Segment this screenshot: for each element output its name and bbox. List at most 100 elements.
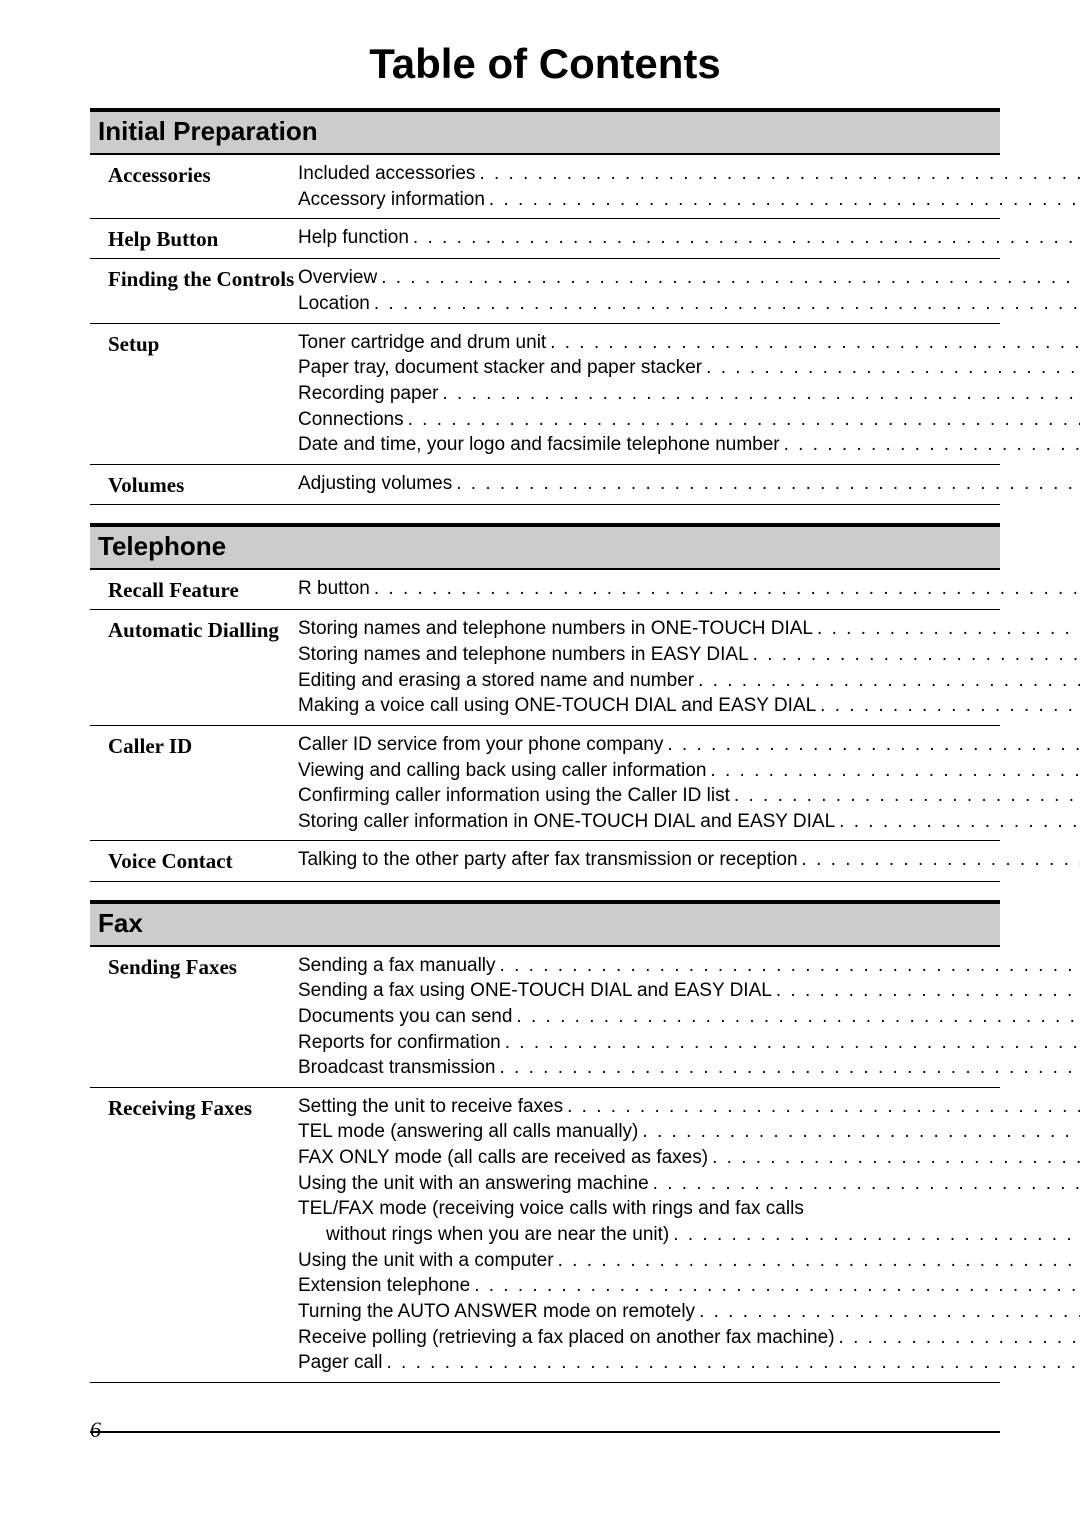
group-label: Setup (90, 330, 298, 458)
toc-entry: Editing and erasing a stored name and nu… (298, 668, 1080, 694)
entry-dots: . . . . . . . . . . . . . . . . . . . . … (512, 1004, 1080, 1030)
section-header: Initial Preparation (90, 112, 1000, 155)
toc-group: Recall FeatureR button. . . . . . . . . … (90, 570, 1000, 610)
entry-label: Broadcast transmission (298, 1055, 495, 1081)
entries-list: Included accessories. . . . . . . . . . … (298, 161, 1080, 212)
entry-dots: . . . . . . . . . . . . . . . . . . . . … (377, 265, 1080, 291)
entry-label: Viewing and calling back using caller in… (298, 758, 706, 784)
group-label: Finding the Controls (90, 265, 298, 316)
entry-label: Setting the unit to receive faxes (298, 1094, 563, 1120)
entry-label: FAX ONLY mode (all calls are received as… (298, 1145, 708, 1171)
toc-entry: Date and time, your logo and facsimile t… (298, 432, 1080, 458)
entry-label: Location (298, 291, 370, 317)
entry-dots: . . . . . . . . . . . . . . . . . . . . … (649, 1171, 1080, 1197)
toc-entry: Location. . . . . . . . . . . . . . . . … (298, 291, 1080, 317)
toc-entry: Sending a fax manually. . . . . . . . . … (298, 953, 1080, 979)
toc-entry: Caller ID service from your phone compan… (298, 732, 1080, 758)
entry-label: Pager call (298, 1350, 383, 1376)
entries-list: Overview. . . . . . . . . . . . . . . . … (298, 265, 1080, 316)
toc-group: Voice ContactTalking to the other party … (90, 841, 1000, 881)
entries-list: Storing names and telephone numbers in O… (298, 616, 1080, 719)
toc-entry: Overview. . . . . . . . . . . . . . . . … (298, 265, 1080, 291)
entries-list: Talking to the other party after fax tra… (298, 847, 1080, 874)
entry-label: Confirming caller information using the … (298, 783, 730, 809)
entry-dots: . . . . . . . . . . . . . . . . . . . . … (501, 1030, 1080, 1056)
page-number: 6 (90, 1417, 101, 1443)
entry-dots: . . . . . . . . . . . . . . . . . . . . … (470, 1273, 1080, 1299)
group-label: Volumes (90, 471, 298, 498)
toc-entry: Reports for confirmation. . . . . . . . … (298, 1030, 1080, 1056)
toc-entry: Sending a fax using ONE-TOUCH DIAL and E… (298, 978, 1080, 1004)
entry-dots: . . . . . . . . . . . . . . . . . . . . … (370, 576, 1080, 602)
toc-entry: Help function. . . . . . . . . . . . . .… (298, 225, 1080, 251)
entry-dots: . . . . . . . . . . . . . . . . . . . . … (669, 1222, 1080, 1248)
toc-entry: Storing names and telephone numbers in E… (298, 642, 1080, 668)
entry-label: Making a voice call using ONE-TOUCH DIAL… (298, 693, 816, 719)
group-label: Accessories (90, 161, 298, 212)
entry-label: TEL/FAX mode (receiving voice calls with… (298, 1196, 804, 1222)
entry-label: Accessory information (298, 187, 485, 213)
entry-label: R button (298, 576, 370, 602)
entries-list: Setting the unit to receive faxes . . . .… (298, 1094, 1080, 1376)
toc-entry: Making a voice call using ONE-TOUCH DIAL… (298, 693, 1080, 719)
entries-list: Toner cartridge and drum unit. . . . . .… (298, 330, 1080, 458)
entry-dots: . . . . . . . . . . . . . . . . . . . . … (772, 978, 1080, 1004)
toc-entry: FAX ONLY mode (all calls are received as… (298, 1145, 1080, 1171)
section-header: Telephone (90, 527, 1000, 570)
toc-group: Caller IDCaller ID service from your pho… (90, 726, 1000, 842)
group-label: Help Button (90, 225, 298, 252)
entry-label: Help function (298, 225, 409, 251)
entry-dots: . . . . . . . . . . . . . . . . . . . . … (813, 616, 1080, 642)
toc-group: VolumesAdjusting volumes. . . . . . . . … (90, 465, 1000, 505)
toc-group: Sending FaxesSending a fax manually. . .… (90, 947, 1000, 1088)
toc-entry: Connections. . . . . . . . . . . . . . .… (298, 407, 1080, 433)
entry-dots: . . . . . . . . . . . . . . . . . . . . … (695, 1299, 1080, 1325)
toc-entry: Pager call. . . . . . . . . . . . . . . … (298, 1350, 1080, 1376)
entry-label: Connections (298, 407, 404, 433)
entry-label: TEL mode (answering all calls manually) (298, 1119, 638, 1145)
entry-dots: . . . . . . . . . . . . . . . . . . . . … (370, 291, 1080, 317)
toc-entry: Extension telephone. . . . . . . . . . .… (298, 1273, 1080, 1299)
entries-list: Adjusting volumes. . . . . . . . . . . .… (298, 471, 1080, 498)
toc-entry: Storing names and telephone numbers in O… (298, 616, 1080, 642)
entry-label: Reports for confirmation (298, 1030, 501, 1056)
group-label: Voice Contact (90, 847, 298, 874)
entry-dots: . . . . . . . . . . . . . . . . . . . . … (694, 668, 1080, 694)
entry-label: Adjusting volumes (298, 471, 452, 497)
toc-group: Receiving FaxesSetting the unit to recei… (90, 1088, 1000, 1383)
entry-dots: . . . . . . . . . . . . . . . . . . . . … (475, 161, 1080, 187)
entry-dots: . . . . . . . . . . . . . . . . . . . . … (835, 809, 1080, 835)
entries-list: Help function. . . . . . . . . . . . . .… (298, 225, 1080, 252)
toc-entry: Setting the unit to receive faxes. . . .… (298, 1094, 1080, 1120)
entry-dots: . . . . . . . . . . . . . . . . . . . . … (485, 187, 1080, 213)
entry-dots: . . . . . . . . . . . . . . . . . . . . … (706, 758, 1080, 784)
toc-group: AccessoriesIncluded accessories. . . . .… (90, 155, 1000, 219)
entries-list: Caller ID service from your phone compan… (298, 732, 1080, 835)
entry-dots: . . . . . . . . . . . . . . . . . . . . … (452, 471, 1080, 497)
page-title: Table of Contents (90, 40, 1000, 88)
group-label: Automatic Dialling (90, 616, 298, 719)
entry-dots: . . . . . . . . . . . . . . . . . . . . … (708, 1145, 1080, 1171)
entry-dots: . . . . . . . . . . . . . . . . . . . . … (835, 1325, 1080, 1351)
toc-entry: Included accessories. . . . . . . . . . … (298, 161, 1080, 187)
entries-list: Sending a fax manually. . . . . . . . . … (298, 953, 1080, 1081)
entry-label: Talking to the other party after fax tra… (298, 847, 798, 873)
bottom-rule (90, 1431, 1000, 1433)
entry-dots: . . . . . . . . . . . . . . . . . . . . … (438, 381, 1080, 407)
entry-label: Caller ID service from your phone compan… (298, 732, 663, 758)
entry-dots: . . . . . . . . . . . . . . . . . . . . … (638, 1119, 1080, 1145)
entry-label: without rings when you are near the unit… (298, 1222, 669, 1248)
toc-group: SetupToner cartridge and drum unit. . . … (90, 324, 1000, 465)
entry-label: Using the unit with an answering machine (298, 1171, 649, 1197)
entry-label: Storing names and telephone numbers in O… (298, 616, 813, 642)
entry-dots: . . . . . . . . . . . . . . . . . . . . … (554, 1248, 1080, 1274)
group-label: Caller ID (90, 732, 298, 835)
toc-entry: Talking to the other party after fax tra… (298, 847, 1080, 873)
entry-label: Using the unit with a computer (298, 1248, 554, 1274)
entry-label: Turning the AUTO ANSWER mode on remotely (298, 1299, 695, 1325)
entry-label: Receive polling (retrieving a fax placed… (298, 1325, 835, 1351)
toc-group: Help ButtonHelp function. . . . . . . . … (90, 219, 1000, 259)
toc-entry: Paper tray, document stacker and paper s… (298, 355, 1080, 381)
entry-dots: . . . . . . . . . . . . . . . . . . . . … (404, 407, 1080, 433)
toc-entry: Using the unit with an answering machine… (298, 1171, 1080, 1197)
